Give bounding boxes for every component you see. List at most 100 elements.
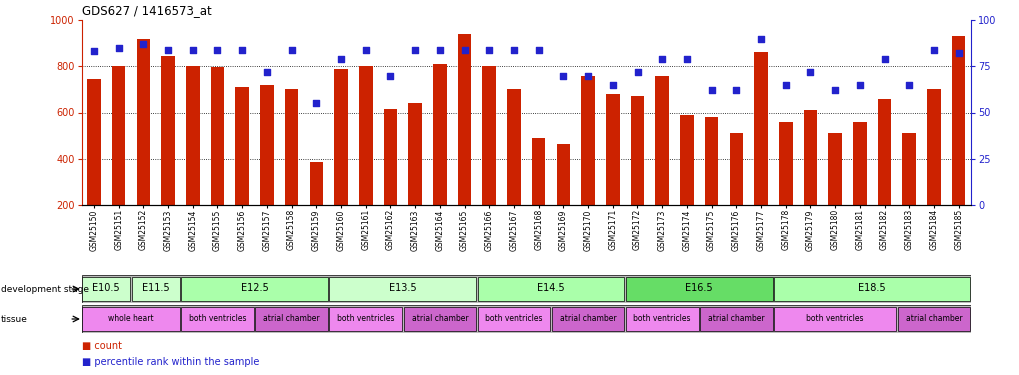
Point — [136, 41, 152, 47]
Bar — [161, 56, 174, 205]
Bar — [83, 277, 130, 302]
Bar — [729, 134, 743, 205]
Point — [604, 82, 621, 88]
Bar — [655, 75, 668, 205]
Bar — [626, 277, 771, 302]
Bar — [773, 307, 896, 332]
Text: both ventricles: both ventricles — [485, 314, 542, 323]
Point — [86, 48, 102, 54]
Text: both ventricles: both ventricles — [189, 314, 246, 323]
Point — [653, 56, 669, 62]
Bar — [551, 307, 624, 332]
Point — [776, 82, 793, 88]
Point — [925, 46, 942, 53]
Bar — [779, 122, 792, 205]
Bar — [897, 307, 969, 332]
Text: E11.5: E11.5 — [142, 284, 169, 294]
Point — [259, 69, 275, 75]
Text: atrial chamber: atrial chamber — [411, 314, 468, 323]
Bar — [255, 307, 327, 332]
Text: ■ percentile rank within the sample: ■ percentile rank within the sample — [82, 357, 259, 368]
Bar — [235, 87, 249, 205]
Bar — [556, 144, 570, 205]
Point — [728, 87, 744, 93]
Bar — [433, 64, 446, 205]
Point — [431, 46, 447, 53]
Bar — [626, 307, 698, 332]
Point — [233, 46, 250, 53]
Bar — [87, 79, 101, 205]
Bar — [260, 85, 273, 205]
Bar — [581, 75, 594, 205]
Text: atrial chamber: atrial chamber — [559, 314, 615, 323]
Bar — [803, 110, 816, 205]
Text: atrial chamber: atrial chamber — [707, 314, 764, 323]
Point — [580, 72, 596, 78]
Bar — [329, 307, 401, 332]
Bar — [482, 66, 495, 205]
Point — [554, 72, 571, 78]
Point — [826, 87, 843, 93]
Point — [875, 56, 892, 62]
Point — [358, 46, 374, 53]
Point — [184, 46, 201, 53]
Text: E12.5: E12.5 — [240, 284, 268, 294]
Bar — [284, 89, 299, 205]
Text: E16.5: E16.5 — [685, 284, 712, 294]
Bar — [877, 99, 891, 205]
Bar — [699, 307, 771, 332]
Bar — [181, 307, 254, 332]
Text: E14.5: E14.5 — [537, 284, 565, 294]
Bar — [185, 66, 200, 205]
Bar — [477, 277, 624, 302]
Bar — [334, 69, 347, 205]
Bar — [211, 68, 224, 205]
Point — [752, 36, 768, 42]
Bar — [531, 138, 545, 205]
Point — [407, 46, 423, 53]
Point — [900, 82, 916, 88]
Point — [851, 82, 867, 88]
Point — [802, 69, 818, 75]
Text: E10.5: E10.5 — [93, 284, 120, 294]
Point — [950, 50, 966, 56]
Bar — [329, 277, 476, 302]
Bar — [404, 307, 476, 332]
Bar — [827, 134, 841, 205]
Bar — [704, 117, 717, 205]
Point — [160, 46, 176, 53]
Text: GDS627 / 1416573_at: GDS627 / 1416573_at — [82, 4, 211, 18]
Bar — [773, 277, 969, 302]
Bar — [951, 36, 965, 205]
Bar — [383, 109, 396, 205]
Point — [678, 56, 694, 62]
Bar — [131, 277, 179, 302]
Text: both ventricles: both ventricles — [806, 314, 863, 323]
Bar — [753, 53, 767, 205]
Bar — [605, 94, 619, 205]
Bar — [359, 66, 372, 205]
Bar — [408, 103, 422, 205]
Bar — [852, 122, 866, 205]
Point — [308, 100, 324, 106]
Bar — [926, 89, 940, 205]
Text: both ventricles: both ventricles — [336, 314, 394, 323]
Text: atrial chamber: atrial chamber — [263, 314, 320, 323]
Text: tissue: tissue — [1, 315, 28, 324]
Point — [481, 46, 497, 53]
Bar — [83, 307, 179, 332]
Point — [629, 69, 645, 75]
Text: E13.5: E13.5 — [388, 284, 416, 294]
Point — [505, 46, 522, 53]
Bar — [477, 307, 549, 332]
Bar — [112, 66, 125, 205]
Point — [332, 56, 348, 62]
Point — [110, 45, 126, 51]
Text: ■ count: ■ count — [82, 340, 121, 351]
Bar — [137, 39, 150, 205]
Text: both ventricles: both ventricles — [633, 314, 690, 323]
Text: atrial chamber: atrial chamber — [905, 314, 961, 323]
Point — [703, 87, 719, 93]
Bar — [458, 34, 471, 205]
Text: whole heart: whole heart — [108, 314, 154, 323]
